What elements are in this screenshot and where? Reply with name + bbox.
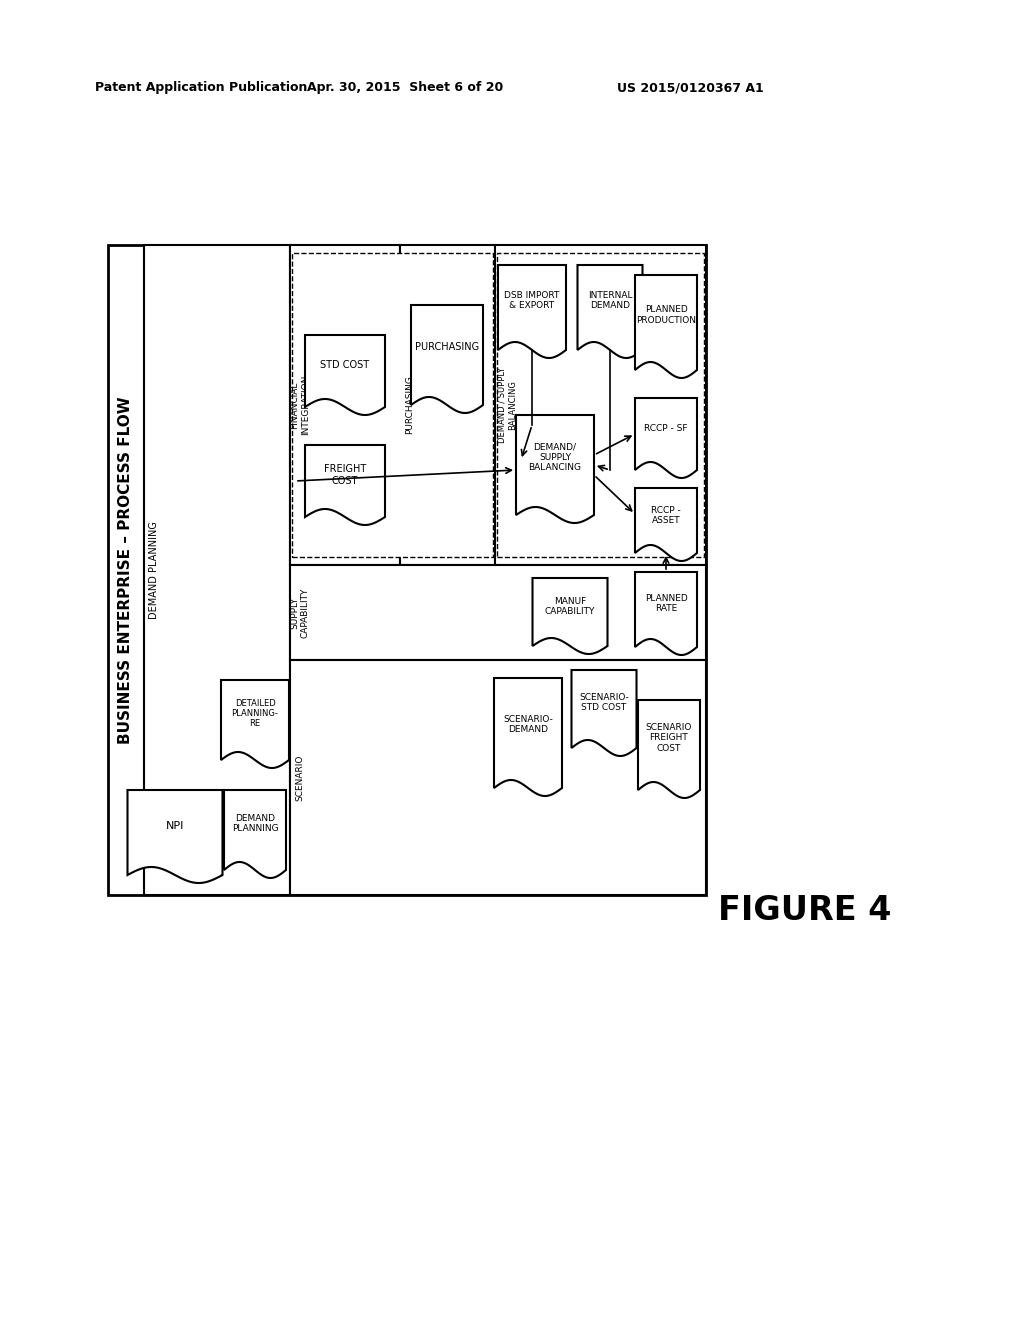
Text: Apr. 30, 2015  Sheet 6 of 20: Apr. 30, 2015 Sheet 6 of 20 [307, 82, 503, 95]
Text: STD COST: STD COST [321, 360, 370, 370]
Bar [495, 246, 706, 565]
Text: PURCHASING: PURCHASING [406, 376, 415, 434]
Polygon shape [532, 578, 607, 653]
Polygon shape [305, 445, 385, 525]
Polygon shape [305, 335, 385, 414]
Text: PURCHASING: PURCHASING [415, 342, 479, 352]
Polygon shape [516, 414, 594, 523]
Bar [292, 253, 493, 557]
Bar [400, 246, 495, 565]
Text: PLANNED
PRODUCTION: PLANNED PRODUCTION [636, 305, 696, 325]
Polygon shape [498, 265, 566, 358]
Bar [290, 660, 706, 895]
Text: US 2015/0120367 A1: US 2015/0120367 A1 [617, 82, 764, 95]
Text: FINANCIAL
INTEGRATION: FINANCIAL INTEGRATION [290, 375, 309, 436]
Bar [290, 565, 706, 660]
Text: Patent Application Publication: Patent Application Publication [95, 82, 307, 95]
Text: SCENARIO-
DEMAND: SCENARIO- DEMAND [503, 714, 553, 734]
Text: DSB IMPORT
& EXPORT: DSB IMPORT & EXPORT [504, 290, 560, 310]
Polygon shape [411, 305, 483, 413]
Text: SCENARIO: SCENARIO [296, 754, 304, 801]
Text: PLANNED
RATE: PLANNED RATE [645, 594, 687, 614]
Text: BUSINESS ENTERPRISE – PROCESS FLOW: BUSINESS ENTERPRISE – PROCESS FLOW [119, 396, 133, 743]
Polygon shape [635, 275, 697, 378]
Text: SCENARIO
FREIGHT
COST: SCENARIO FREIGHT COST [646, 723, 692, 752]
Text: DEMAND/
SUPPLY
BALANCING: DEMAND/ SUPPLY BALANCING [528, 442, 582, 471]
Polygon shape [635, 572, 697, 655]
Text: DEMAND / SUPPLY
BALANCING: DEMAND / SUPPLY BALANCING [498, 367, 517, 444]
Text: RCCP - SF: RCCP - SF [644, 424, 688, 433]
Polygon shape [635, 399, 697, 478]
Text: FREIGHT
COST: FREIGHT COST [324, 465, 367, 486]
Bar [497, 253, 705, 557]
Polygon shape [571, 671, 637, 756]
Bar [290, 246, 400, 565]
Polygon shape [128, 789, 222, 883]
Text: DEMAND
PLANNING: DEMAND PLANNING [231, 814, 279, 833]
Polygon shape [221, 680, 289, 768]
Polygon shape [635, 488, 697, 561]
Text: NPI: NPI [166, 821, 184, 830]
Text: SCENARIO-
STD COST: SCENARIO- STD COST [579, 693, 629, 713]
Text: DETAILED
PLANNING-
RE: DETAILED PLANNING- RE [231, 698, 279, 729]
Text: RCCP -
ASSET: RCCP - ASSET [651, 506, 681, 525]
Text: SUPPLY
CAPABILITY: SUPPLY CAPABILITY [290, 587, 309, 638]
Polygon shape [224, 789, 286, 878]
Text: DEMAND PLANNING: DEMAND PLANNING [150, 521, 159, 619]
Bar [108, 246, 706, 895]
Bar [144, 246, 290, 895]
Polygon shape [494, 678, 562, 796]
Text: INTERNAL
DEMAND: INTERNAL DEMAND [588, 290, 632, 310]
Polygon shape [638, 700, 700, 799]
Polygon shape [578, 265, 642, 358]
Text: MANUF
CAPABILITY: MANUF CAPABILITY [545, 597, 595, 616]
Text: FIGURE 4: FIGURE 4 [718, 894, 892, 927]
